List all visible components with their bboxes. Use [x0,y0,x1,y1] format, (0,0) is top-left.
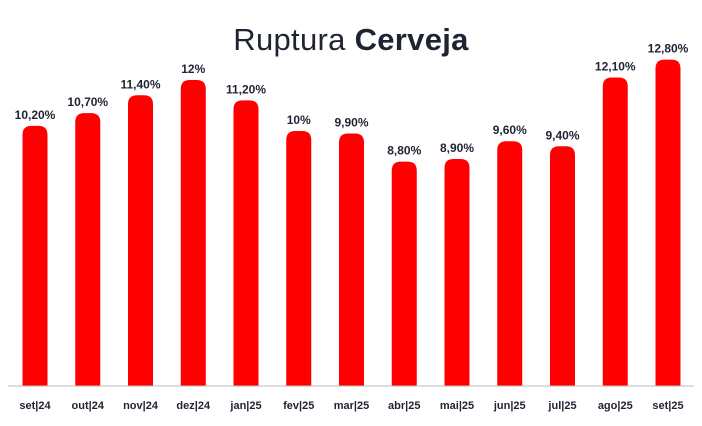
category-label-set|24: set|24 [19,400,51,412]
bar-fev|25 [286,131,312,386]
bar-jun|25 [497,141,523,386]
value-label-abr|25: 8,80% [387,144,421,158]
bar-jan|25 [233,100,259,387]
category-label-fev|25: fev|25 [283,400,314,412]
title-light-part: Ruptura [233,22,346,57]
bar-jul|25 [550,146,575,386]
bar-abr|25 [391,161,417,386]
bar-set|24 [22,125,48,387]
value-label-nov|24: 11,40% [120,77,160,91]
chart-title: Ruptura Cerveja [0,22,702,58]
category-label-mar|25: mar|25 [334,400,370,412]
bars-group [8,59,694,387]
category-label-jun|25: jun|25 [493,400,526,412]
category-label-dez|24: dez|24 [176,400,211,412]
value-labels-group: 10,20% 10,70% 11,40% 12% 11,20% 10% 9,90% 8,80%… [15,42,689,158]
value-label-mar|25: 9,90% [334,116,368,130]
value-label-jan|25: 11,20% [226,82,266,96]
value-label-set|24: 10,20% [15,108,56,122]
bar-nov|24 [128,95,153,387]
bar-mar|25 [339,133,364,386]
value-label-jul|25: 9,40% [545,128,579,142]
category-label-abr|25: abr|25 [388,400,420,412]
category-label-nov|24: nov|24 [123,400,159,412]
bar-set|25 [655,59,681,386]
category-label-set|25: set|25 [652,400,683,412]
value-label-set|25: 12,80% [648,42,689,56]
bar-ago|25 [602,77,628,386]
category-label-jan|25: jan|25 [229,400,261,412]
bar-out|24 [75,113,101,387]
value-label-dez|24: 12% [181,62,205,76]
category-label-ago|25: ago|25 [598,400,633,412]
category-label-jul|25: jul|25 [547,400,576,412]
value-label-fev|25: 10% [287,113,311,127]
value-label-mai|25: 8,90% [440,141,474,155]
title-bold-part: Cerveja [354,22,469,57]
bar-dez|24 [180,80,206,386]
bar-mai|25 [444,159,470,386]
category-labels-group: set|24 out|24 nov|24 dez|24 jan|25 fev|25 mar|… [19,400,683,412]
value-label-ago|25: 12,10% [595,59,636,73]
category-label-mai|25: mai|25 [440,400,474,412]
value-label-out|24: 10,70% [67,95,108,109]
value-label-jun|25: 9,60% [493,123,527,137]
category-label-out|24: out|24 [72,400,105,412]
